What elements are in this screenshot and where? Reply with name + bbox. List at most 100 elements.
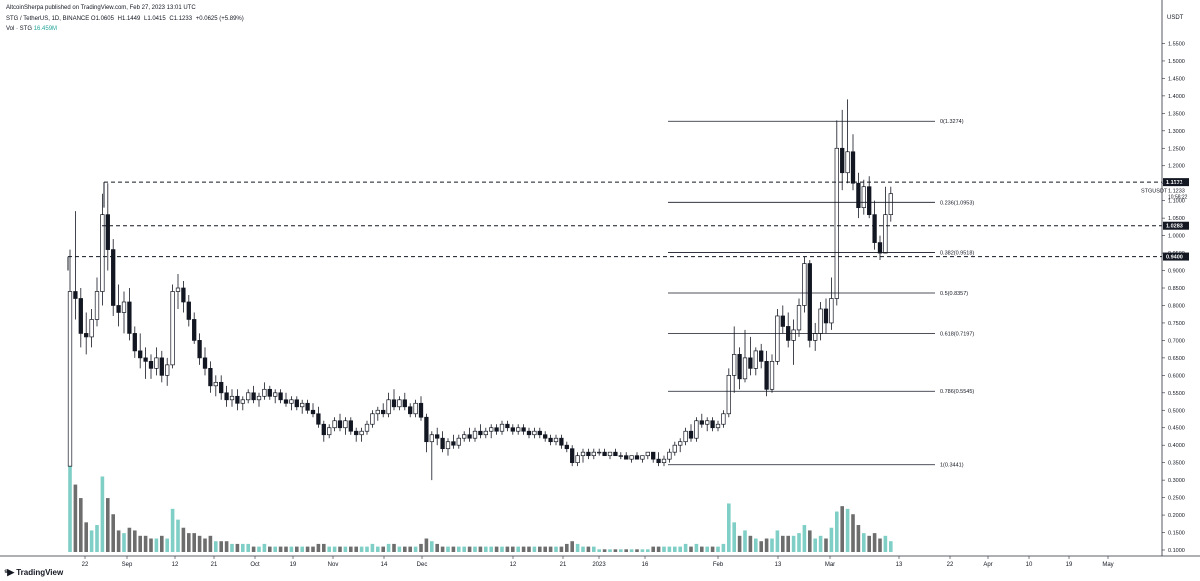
time-tick-label: 21 — [560, 562, 567, 568]
candle-down — [310, 409, 316, 415]
candle-up — [683, 430, 688, 443]
price-tick-label: 1.3500 — [1168, 111, 1185, 117]
time-tick-label: Dec — [417, 562, 428, 568]
candlesticks — [67, 99, 893, 481]
candle-down — [467, 434, 472, 439]
volume-bar — [640, 549, 645, 552]
volume-bar — [413, 546, 418, 552]
price-tick-label: 1.2000 — [1168, 164, 1185, 170]
candle-up — [375, 409, 380, 415]
candle-down — [435, 434, 440, 439]
ohlc-close: C1.1233 — [169, 16, 193, 22]
candle-down — [316, 413, 321, 425]
volume-bar — [73, 484, 78, 552]
volume-bar — [478, 546, 483, 552]
volume-bar — [824, 538, 828, 552]
tradingview-brand[interactable]: ⁹▶ TradingView — [4, 567, 63, 578]
candle-down — [586, 451, 591, 457]
candle-up — [645, 451, 650, 457]
time-tick-label: Sep — [122, 562, 133, 568]
candle-down — [224, 392, 229, 401]
volume-bar — [338, 546, 342, 552]
volume-bar — [694, 543, 699, 552]
time-tick-label: Oct — [250, 562, 260, 568]
candle-down — [251, 392, 256, 401]
candle-up — [170, 291, 175, 366]
candle-up — [753, 350, 758, 369]
volume-bar — [883, 535, 888, 552]
volume-bar — [349, 546, 353, 552]
volume-bar — [435, 543, 439, 552]
candle-down — [337, 420, 343, 429]
candle-up — [888, 193, 893, 215]
candle-down — [759, 350, 764, 362]
volume-bar — [165, 538, 169, 552]
published-text: AltcoinSherpa published on TradingView.c… — [6, 5, 196, 11]
volume-bar — [872, 533, 877, 552]
candle-down — [294, 399, 299, 408]
candle-down — [688, 430, 694, 439]
volume-bar — [203, 538, 207, 552]
symbol-line: STG / TetherUS, 1D, BINANCE O1.0605 H1.1… — [6, 16, 246, 22]
volume-bar — [764, 538, 769, 552]
price-axis-currency: USDT — [1167, 15, 1184, 21]
volume-bar — [397, 546, 402, 552]
candle-up — [240, 399, 245, 404]
price-tick-label: 1.5000 — [1168, 59, 1185, 65]
volume-bar — [332, 546, 337, 552]
candle-up — [678, 441, 683, 446]
price-tick-label: 0.9500 — [1168, 251, 1185, 257]
candle-down — [613, 451, 618, 457]
level-tag — [1163, 221, 1189, 230]
time-tick-label: 13 — [775, 562, 782, 568]
volume-bar — [813, 538, 817, 552]
volume-bar — [343, 546, 348, 552]
volume-bar — [878, 538, 882, 552]
volume-bar — [100, 476, 105, 552]
price-tick-label: 1.0500 — [1168, 216, 1185, 222]
candle-down — [408, 406, 413, 415]
candle-up — [742, 357, 748, 380]
candle-down — [634, 455, 640, 460]
candle-up — [618, 455, 623, 457]
volume-bar — [295, 546, 299, 552]
candle-up — [327, 427, 332, 436]
candle-up — [413, 402, 418, 415]
candle-up — [489, 427, 494, 432]
volume-bar — [176, 519, 180, 552]
candle-up — [715, 423, 721, 429]
volume-bar — [311, 546, 315, 552]
volume-bar — [700, 546, 704, 552]
candle-down — [267, 388, 272, 397]
fib-level-label: 0(1.3274) — [940, 119, 964, 125]
volume-label[interactable]: Vol · STG — [6, 26, 33, 32]
candle-down — [699, 420, 704, 425]
price-tick-label: 0.8000 — [1168, 303, 1185, 309]
time-tick-label: 19 — [1066, 562, 1073, 568]
volume-bar — [192, 533, 196, 552]
time-tick-label: 21 — [211, 562, 218, 568]
volume-bar — [376, 546, 380, 552]
volume-bar — [106, 498, 110, 552]
volume-bar — [89, 530, 94, 552]
level-tag-label: 0.9400 — [1166, 255, 1183, 261]
candle-up — [213, 381, 218, 387]
candle-down — [197, 340, 202, 359]
candle-up — [332, 420, 337, 429]
candle-up — [100, 214, 105, 292]
volume-bar — [235, 543, 240, 552]
time-tick-label: 22 — [82, 562, 89, 568]
candle-up — [607, 451, 613, 457]
volume-bar — [273, 546, 277, 552]
volume-bar — [845, 508, 850, 552]
candle-down — [354, 430, 359, 436]
volume-bar — [386, 543, 391, 552]
volume-bar — [451, 546, 456, 552]
candle-down — [737, 354, 742, 380]
candle-down — [402, 399, 407, 408]
symbol-text[interactable]: STG / TetherUS, 1D, BINANCE — [6, 16, 90, 22]
time-tick-label: 12 — [510, 562, 517, 568]
candle-down — [105, 214, 110, 250]
volume-bar — [737, 535, 742, 552]
